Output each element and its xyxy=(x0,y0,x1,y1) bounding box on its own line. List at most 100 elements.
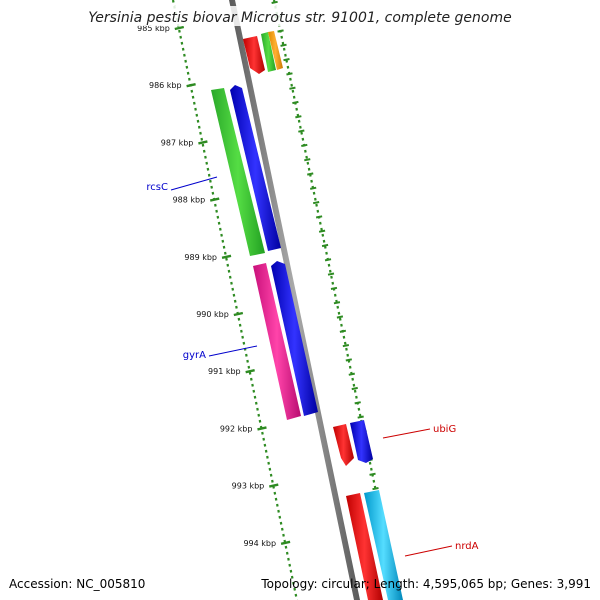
inner-dot xyxy=(290,83,294,87)
outer-dot xyxy=(266,455,269,459)
inner-dot xyxy=(286,65,290,69)
inner-tick xyxy=(310,186,317,190)
outer-dot xyxy=(202,149,206,153)
inner-tick xyxy=(292,100,299,105)
inner-dot xyxy=(337,311,341,315)
outer-dot xyxy=(183,53,186,57)
inner-dot xyxy=(330,275,333,279)
outer-dot xyxy=(292,581,295,585)
inner-tick xyxy=(342,344,350,348)
gyrA-leader xyxy=(208,345,258,357)
inner-tick xyxy=(283,58,290,62)
inner-dot xyxy=(370,467,373,471)
inner-dot xyxy=(300,131,303,135)
inner-tick xyxy=(295,115,302,119)
tick-label: 988 kbp xyxy=(173,196,206,205)
gene-green-top xyxy=(261,32,276,72)
topology-label: Topology: circular; Length: 4,595,065 bp… xyxy=(261,577,591,591)
inner-tick xyxy=(345,358,352,362)
inner-dot xyxy=(355,395,358,399)
gene-label-gyrA: gyrA xyxy=(183,350,206,361)
inner-dot xyxy=(289,77,292,81)
inner-tick xyxy=(277,29,284,33)
inner-dot xyxy=(312,191,316,195)
outer-dot xyxy=(217,221,221,225)
tick-label: 994 kbp xyxy=(243,539,276,548)
ruler-ticks: 985 kbp 986 kbp 987 kbp 988 kbp 989 kbp 990 k… xyxy=(137,24,291,548)
outer-dot xyxy=(194,107,197,111)
outer-dot xyxy=(252,389,256,393)
inner-tick xyxy=(327,272,335,276)
inner-dot xyxy=(321,233,325,237)
inner-tick xyxy=(315,215,323,219)
major-tick xyxy=(186,83,196,88)
inner-tick xyxy=(271,0,278,4)
gene-orange-top xyxy=(268,31,283,70)
inner-dot xyxy=(307,167,311,171)
major-tick xyxy=(221,254,232,259)
outer-dot xyxy=(289,569,293,573)
inner-tick xyxy=(348,372,355,376)
outer-dot xyxy=(256,407,259,411)
inner-tick xyxy=(336,315,344,319)
inner-dot xyxy=(346,353,350,357)
outer-dot xyxy=(231,287,235,291)
inner-dot xyxy=(327,263,331,267)
outer-dot xyxy=(284,545,288,549)
inner-tick xyxy=(321,243,329,248)
outer-dot xyxy=(279,521,283,525)
inner-dot xyxy=(336,305,340,309)
outer-dot xyxy=(207,173,211,177)
outer-dot xyxy=(237,317,241,321)
outer-dot xyxy=(179,35,183,39)
outer-dot xyxy=(273,491,277,495)
inner-tick xyxy=(280,43,287,47)
inner-dot xyxy=(348,365,352,369)
major-tick xyxy=(209,197,220,202)
major-tick xyxy=(280,540,291,545)
nrdA-leader xyxy=(404,545,453,557)
major-tick xyxy=(257,426,267,431)
outer-dot xyxy=(223,251,227,255)
outer-dot xyxy=(200,137,204,141)
outer-dot xyxy=(225,257,228,261)
tick-label: 991 kbp xyxy=(208,367,241,376)
outer-dot xyxy=(214,203,217,207)
outer-dot xyxy=(201,143,205,147)
inner-dot xyxy=(322,239,326,243)
accession-label: Accession: NC_005810 xyxy=(9,577,146,591)
inner-dot xyxy=(292,95,296,99)
outer-dot xyxy=(241,335,244,339)
tick-label: 990 kbp xyxy=(196,310,229,319)
inner-dot xyxy=(351,377,355,381)
outer-dot xyxy=(254,401,258,405)
inner-dot xyxy=(357,407,361,411)
outer-dot xyxy=(221,239,225,243)
inner-dot xyxy=(340,323,343,327)
inner-dot xyxy=(291,89,295,93)
outer-dot xyxy=(180,41,184,45)
outer-dot xyxy=(268,467,272,471)
inner-dot xyxy=(345,347,348,351)
tick-label: 987 kbp xyxy=(161,138,194,147)
inner-tick xyxy=(372,487,379,491)
outer-dot xyxy=(210,185,213,189)
inner-dot xyxy=(314,197,317,201)
outer-dot xyxy=(242,341,246,345)
gene-ubiG-red xyxy=(333,424,354,466)
outer-dot xyxy=(251,383,254,387)
outer-dot xyxy=(262,437,266,441)
outer-dot xyxy=(247,365,251,369)
outer-dot xyxy=(267,461,270,465)
inner-tick xyxy=(369,472,376,476)
inner-dot xyxy=(372,479,376,483)
inner-dot xyxy=(297,119,301,123)
rcsC-leader xyxy=(170,176,218,191)
reverse-genes xyxy=(333,420,403,600)
outer-dot xyxy=(269,473,273,477)
inner-dot xyxy=(284,53,287,57)
tick-label: 993 kbp xyxy=(232,482,265,491)
inner-tick xyxy=(289,86,296,90)
outer-dot xyxy=(271,479,274,483)
